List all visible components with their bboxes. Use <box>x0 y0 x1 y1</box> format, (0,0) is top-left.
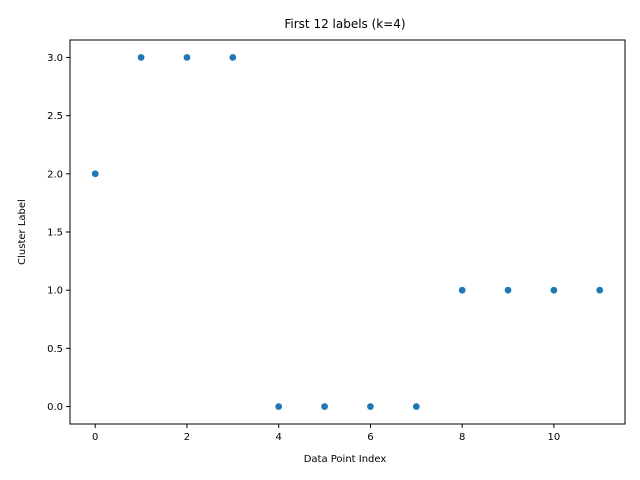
y-axis-label: Cluster Label <box>17 199 28 265</box>
data-points <box>91 53 604 411</box>
data-point <box>91 169 100 178</box>
y-tick-label: 3.0 <box>47 53 63 64</box>
y-tick-label: 0.5 <box>47 344 63 355</box>
data-point <box>228 53 237 62</box>
data-point <box>274 402 283 411</box>
plot-area: 0 2 4 6 8 10 0.0 0.5 1.0 1.5 2.0 2.5 3.0 <box>47 39 626 443</box>
x-tick-label: 4 <box>276 432 282 443</box>
y-tick-label: 2.0 <box>47 169 63 180</box>
data-point <box>458 286 467 295</box>
y-tick-label: 1.0 <box>47 286 63 297</box>
y-axis-ticks: 0.0 0.5 1.0 1.5 2.0 2.5 3.0 <box>47 53 70 413</box>
data-point <box>366 402 375 411</box>
data-point <box>412 402 421 411</box>
x-axis-ticks: 0 2 4 6 8 10 <box>92 424 560 443</box>
x-tick-label: 2 <box>184 432 190 443</box>
data-point <box>183 53 191 62</box>
x-tick-label: 10 <box>548 432 561 443</box>
data-point <box>595 286 604 295</box>
x-tick-label: 0 <box>92 432 98 443</box>
y-tick-label: 0.0 <box>47 402 63 413</box>
x-tick-label: 8 <box>459 432 465 443</box>
data-point <box>320 402 329 411</box>
y-tick-label: 2.5 <box>47 111 63 122</box>
data-point <box>504 286 512 295</box>
data-point <box>550 286 558 295</box>
x-axis-label: Data Point Index <box>304 454 387 465</box>
chart-title: First 12 labels (k=4) <box>284 17 405 31</box>
y-tick-label: 1.5 <box>47 228 63 239</box>
data-point <box>137 53 145 62</box>
x-tick-label: 6 <box>367 432 373 443</box>
